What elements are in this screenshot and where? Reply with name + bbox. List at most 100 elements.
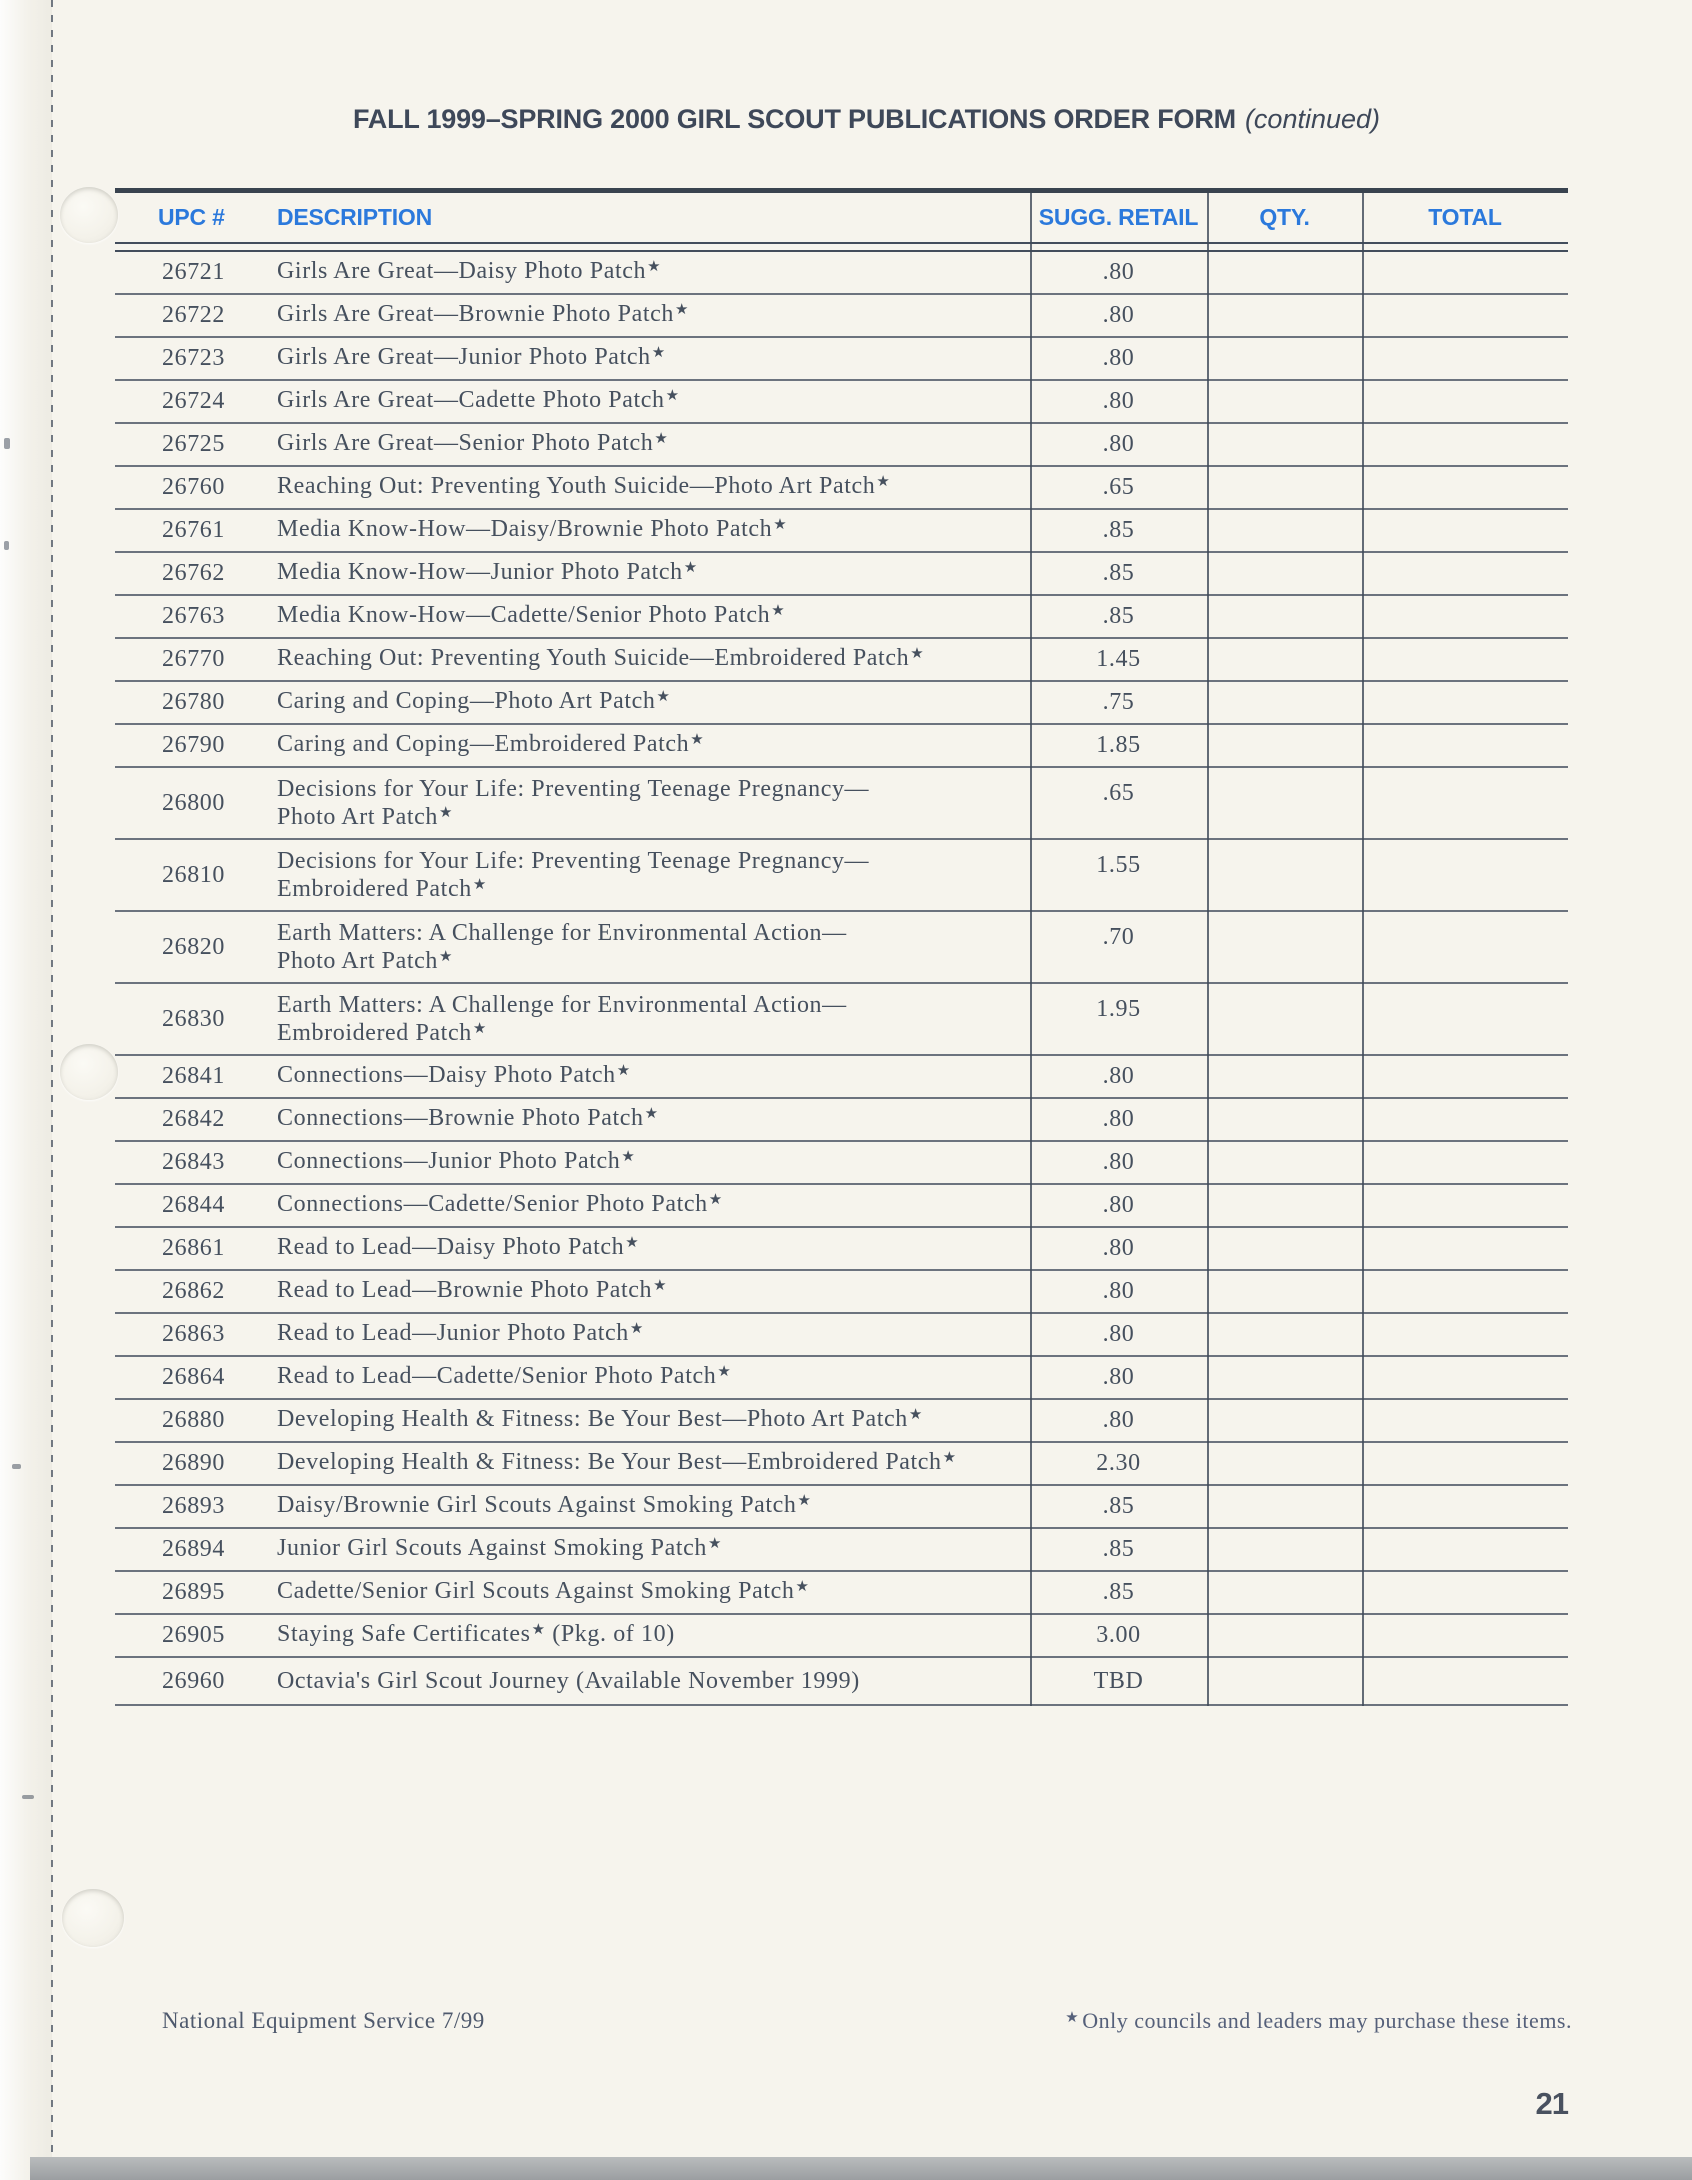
total-cell[interactable] <box>1362 1056 1568 1097</box>
description-cell: Junior Girl Scouts Against Smoking Patch… <box>277 1535 723 1561</box>
total-cell[interactable] <box>1362 1271 1568 1312</box>
description-cell: Girls Are Great—Senior Photo Patch★ <box>277 430 669 456</box>
sugg-retail-cell: .80 <box>1102 302 1135 328</box>
qty-cell[interactable] <box>1207 338 1362 379</box>
header-double-rule <box>115 242 1568 244</box>
sugg-retail-cell: 1.85 <box>1096 732 1141 758</box>
total-cell[interactable] <box>1362 295 1568 336</box>
total-cell[interactable] <box>1362 1615 1568 1656</box>
restricted-star-icon: ★ <box>797 1493 812 1509</box>
sugg-retail-cell: .65 <box>1102 474 1135 500</box>
restricted-star-icon: ★ <box>629 1321 644 1337</box>
scan-speck <box>12 1464 21 1469</box>
total-cell[interactable] <box>1362 768 1568 838</box>
qty-cell[interactable] <box>1207 1228 1362 1269</box>
qty-cell[interactable] <box>1207 840 1362 910</box>
total-cell[interactable] <box>1362 1443 1568 1484</box>
total-cell[interactable] <box>1362 1099 1568 1140</box>
page-number: 21 <box>1535 2086 1569 2121</box>
upc-cell: 26762 <box>162 560 225 586</box>
table-row: 26864 Read to Lead—Cadette/Senior Photo P… <box>115 1357 1568 1400</box>
total-cell[interactable] <box>1362 1228 1568 1269</box>
description-cell: Media Know-How—Cadette/Senior Photo Patc… <box>277 602 786 628</box>
total-cell[interactable] <box>1362 840 1568 910</box>
qty-cell[interactable] <box>1207 1056 1362 1097</box>
total-cell[interactable] <box>1362 1400 1568 1441</box>
total-cell[interactable] <box>1362 424 1568 465</box>
restricted-star-icon: ★ <box>795 1579 810 1595</box>
table-header-row: UPC # DESCRIPTION SUGG. RETAIL QTY. TOTA… <box>115 193 1568 242</box>
total-cell[interactable] <box>1362 381 1568 422</box>
sugg-retail-cell: .80 <box>1102 431 1135 457</box>
restricted-star-icon: ★ <box>708 1536 723 1552</box>
total-cell[interactable] <box>1362 1572 1568 1613</box>
description-cell: Girls Are Great—Junior Photo Patch★ <box>277 344 666 370</box>
qty-cell[interactable] <box>1207 1572 1362 1613</box>
qty-cell[interactable] <box>1207 553 1362 594</box>
upc-cell: 26722 <box>162 302 225 328</box>
table-row: 26880 Developing Health & Fitness: Be You… <box>115 1400 1568 1443</box>
qty-cell[interactable] <box>1207 1486 1362 1527</box>
total-cell[interactable] <box>1362 252 1568 293</box>
total-cell[interactable] <box>1362 682 1568 723</box>
qty-cell[interactable] <box>1207 1658 1362 1704</box>
qty-cell[interactable] <box>1207 510 1362 551</box>
qty-cell[interactable] <box>1207 768 1362 838</box>
qty-cell[interactable] <box>1207 252 1362 293</box>
table-row: 26861 Read to Lead—Daisy Photo Patch★ .80 <box>115 1228 1568 1271</box>
qty-cell[interactable] <box>1207 1099 1362 1140</box>
qty-cell[interactable] <box>1207 725 1362 766</box>
total-cell[interactable] <box>1362 725 1568 766</box>
qty-cell[interactable] <box>1207 381 1362 422</box>
sugg-retail-cell: .80 <box>1102 259 1135 285</box>
table-row: 26723 Girls Are Great—Junior Photo Patch★… <box>115 338 1568 381</box>
total-cell[interactable] <box>1362 553 1568 594</box>
table-row: 26761 Media Know-How—Daisy/Brownie Photo … <box>115 510 1568 553</box>
restricted-star-icon: ★ <box>773 517 788 533</box>
sugg-retail-cell: .80 <box>1102 1407 1135 1433</box>
total-cell[interactable] <box>1362 984 1568 1054</box>
upc-cell: 26810 <box>162 861 225 888</box>
qty-cell[interactable] <box>1207 467 1362 508</box>
qty-cell[interactable] <box>1207 912 1362 982</box>
total-cell[interactable] <box>1362 1486 1568 1527</box>
qty-cell[interactable] <box>1207 1443 1362 1484</box>
qty-cell[interactable] <box>1207 424 1362 465</box>
qty-cell[interactable] <box>1207 1271 1362 1312</box>
total-cell[interactable] <box>1362 1529 1568 1570</box>
qty-cell[interactable] <box>1207 639 1362 680</box>
qty-cell[interactable] <box>1207 1142 1362 1183</box>
description-cell: Reaching Out: Preventing Youth Suicide—P… <box>277 473 891 499</box>
qty-cell[interactable] <box>1207 1185 1362 1226</box>
total-cell[interactable] <box>1362 639 1568 680</box>
total-cell[interactable] <box>1362 467 1568 508</box>
total-cell[interactable] <box>1362 1314 1568 1355</box>
qty-cell[interactable] <box>1207 1529 1362 1570</box>
total-cell[interactable] <box>1362 1185 1568 1226</box>
total-cell[interactable] <box>1362 912 1568 982</box>
sugg-retail-cell: .85 <box>1102 560 1135 586</box>
qty-cell[interactable] <box>1207 1400 1362 1441</box>
restricted-star-icon: ★ <box>876 474 891 490</box>
total-cell[interactable] <box>1362 1142 1568 1183</box>
upc-cell: 26724 <box>162 388 225 414</box>
qty-cell[interactable] <box>1207 295 1362 336</box>
total-cell[interactable] <box>1362 1658 1568 1704</box>
restricted-star-icon: ★ <box>708 1192 723 1208</box>
qty-cell[interactable] <box>1207 984 1362 1054</box>
restricted-star-icon: ★ <box>683 560 698 576</box>
total-cell[interactable] <box>1362 1357 1568 1398</box>
upc-cell: 26790 <box>162 732 225 758</box>
description-cell: Read to Lead—Junior Photo Patch★ <box>277 1320 644 1346</box>
qty-cell[interactable] <box>1207 682 1362 723</box>
restricted-star-icon: ★ <box>616 1063 631 1079</box>
qty-cell[interactable] <box>1207 1615 1362 1656</box>
total-cell[interactable] <box>1362 338 1568 379</box>
qty-cell[interactable] <box>1207 1357 1362 1398</box>
upc-cell: 26843 <box>162 1149 225 1175</box>
total-cell[interactable] <box>1362 510 1568 551</box>
qty-cell[interactable] <box>1207 1314 1362 1355</box>
total-cell[interactable] <box>1362 596 1568 637</box>
restricted-star-icon: ★ <box>665 388 680 404</box>
qty-cell[interactable] <box>1207 596 1362 637</box>
